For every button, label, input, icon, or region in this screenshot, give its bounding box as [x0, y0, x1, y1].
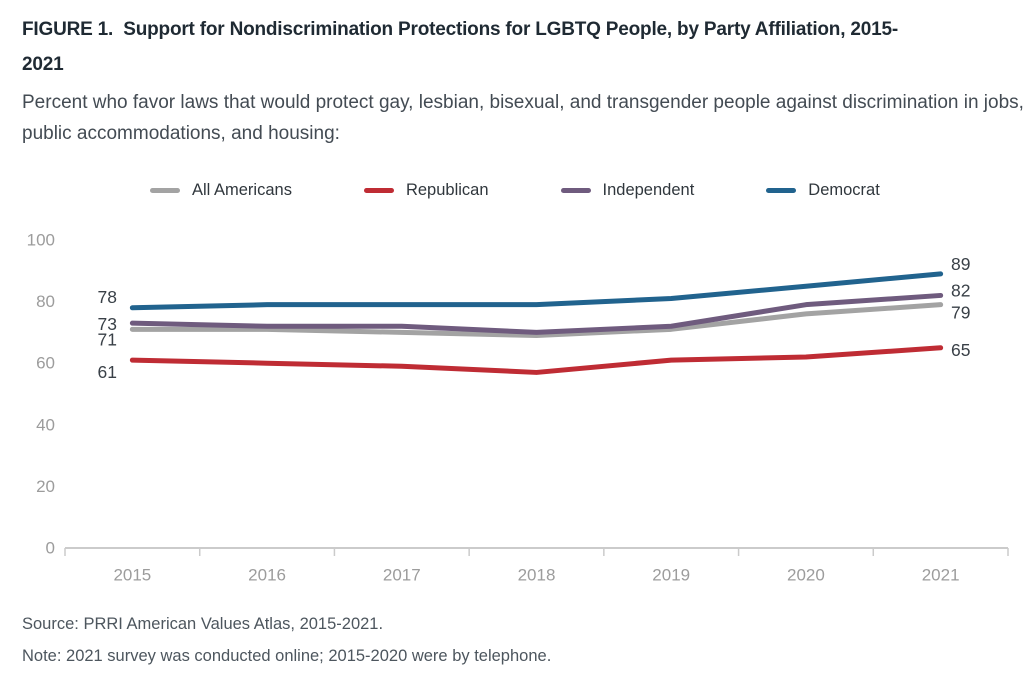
y-axis-label-40: 40: [36, 415, 55, 434]
legend-label-all-americans: All Americans: [192, 181, 292, 199]
line-all-americans: [129, 302, 944, 338]
line-democrat: [129, 271, 944, 311]
x-axis-label-2015: 2015: [113, 566, 151, 585]
legend-item-democrat: Democrat: [766, 181, 880, 200]
y-axis-label-60: 60: [36, 354, 55, 373]
y-axis-label-0: 0: [46, 539, 55, 558]
legend-item-independent: Independent: [560, 181, 695, 200]
legend-label-republican: Republican: [405, 181, 489, 199]
value-label-independent-first: 73: [98, 314, 117, 334]
legend-item-republican: Republican: [363, 181, 489, 200]
value-label-democrat-last: 89: [951, 254, 970, 274]
note-text: Note: 2021 survey was conducted online; …: [22, 647, 552, 665]
legend-marker-democrat-icon: [766, 188, 797, 193]
y-axis-label-100: 100: [27, 231, 55, 250]
figure-title: FIGURE 1. Support for Nondiscrimination …: [22, 19, 898, 76]
chart-svg: 0 20 40 60 80 100 2015 2016 2017 2018 2019 2020 2021…: [27, 231, 1009, 585]
legend-label-independent: Independent: [602, 181, 695, 199]
value-label-democrat-first: 78: [98, 287, 117, 307]
line-republican: [129, 345, 944, 375]
legend-marker-independent-icon: [560, 188, 591, 193]
x-axis-label-2020: 2020: [787, 566, 825, 585]
source-text: Source: PRRI American Values Atlas, 2015…: [22, 615, 384, 633]
x-axis-label-2019: 2019: [652, 566, 690, 585]
value-label-republican-last: 65: [951, 340, 970, 360]
y-axis-label-20: 20: [36, 477, 55, 496]
legend-marker-republican-icon: [363, 188, 394, 193]
legend-marker-all-americans-icon: [150, 188, 180, 193]
y-axis-label-80: 80: [36, 292, 55, 311]
x-axis-label-2017: 2017: [383, 566, 421, 585]
value-label-all-americans-last: 79: [951, 303, 970, 323]
legend-label-democrat: Democrat: [808, 181, 880, 199]
value-label-independent-last: 82: [951, 280, 970, 300]
x-axis-label-2018: 2018: [518, 566, 556, 585]
x-axis-label-2016: 2016: [248, 566, 286, 585]
legend-item-all-americans: All Americans: [150, 181, 292, 200]
value-label-republican-first: 61: [98, 362, 117, 382]
chart-legend: All Americans Republican Independent Democr…: [150, 181, 880, 200]
line-independent: [129, 292, 944, 335]
figure-subtitle: Percent who favor laws that would protec…: [22, 92, 1024, 144]
value-label-all-americans-first: 71: [98, 329, 117, 349]
x-axis-label-2021: 2021: [922, 566, 960, 585]
